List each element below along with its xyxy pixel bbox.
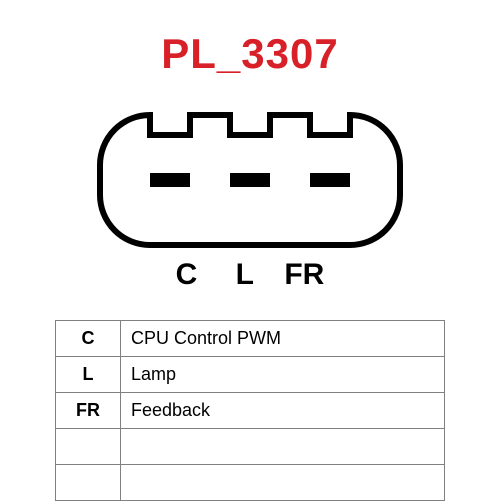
table-row	[56, 465, 445, 501]
abbr-cell: L	[56, 357, 121, 393]
table-row: C CPU Control PWM	[56, 321, 445, 357]
table-row: FR Feedback	[56, 393, 445, 429]
desc-cell	[121, 429, 445, 465]
pin-label-fr: FR	[284, 258, 324, 292]
pin-label-c: C	[176, 258, 198, 292]
desc-cell: Lamp	[121, 357, 445, 393]
desc-cell	[121, 465, 445, 501]
desc-cell: Feedback	[121, 393, 445, 429]
pin-definition-table: C CPU Control PWM L Lamp FR Feedback	[55, 320, 445, 501]
connector-diagram	[90, 95, 410, 255]
abbr-cell: FR	[56, 393, 121, 429]
table-row	[56, 429, 445, 465]
pin-label-l: L	[236, 258, 254, 292]
pin-slot-1	[150, 173, 190, 187]
pin-slot-2	[230, 173, 270, 187]
desc-cell: CPU Control PWM	[121, 321, 445, 357]
abbr-cell	[56, 465, 121, 501]
abbr-cell: C	[56, 321, 121, 357]
pin-labels-row: C L FR	[0, 258, 500, 292]
abbr-cell	[56, 429, 121, 465]
part-number-title: PL_3307	[0, 30, 500, 78]
table-row: L Lamp	[56, 357, 445, 393]
pin-slot-3	[310, 173, 350, 187]
